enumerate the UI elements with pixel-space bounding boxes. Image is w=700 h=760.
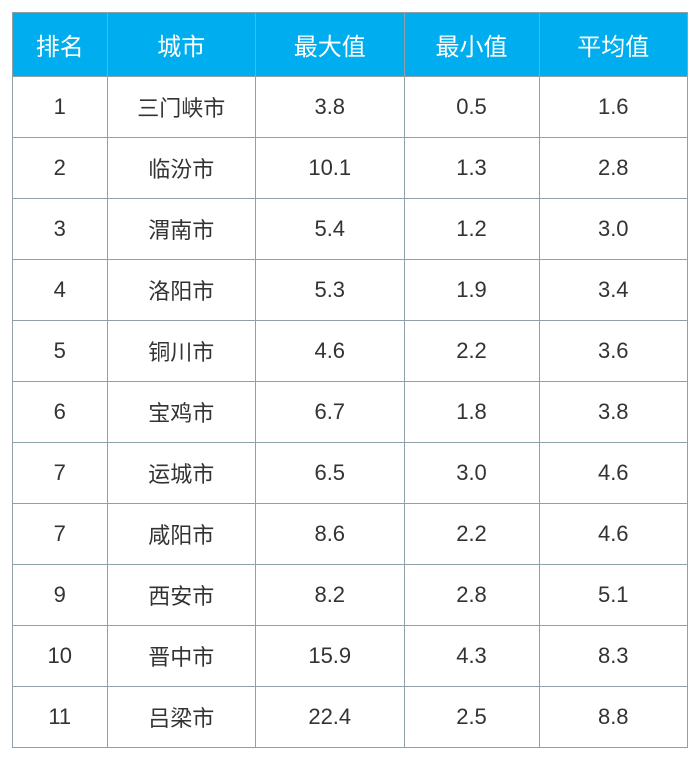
cell-min: 1.9 bbox=[404, 260, 539, 321]
cell-avg: 2.8 bbox=[539, 138, 688, 199]
cell-city: 三门峡市 bbox=[107, 77, 256, 138]
cell-rank: 10 bbox=[13, 626, 108, 687]
cell-avg: 1.6 bbox=[539, 77, 688, 138]
cell-city: 运城市 bbox=[107, 443, 256, 504]
cell-min: 2.5 bbox=[404, 687, 539, 748]
cell-max: 15.9 bbox=[256, 626, 405, 687]
cell-rank: 3 bbox=[13, 199, 108, 260]
cell-max: 5.3 bbox=[256, 260, 405, 321]
cell-rank: 7 bbox=[13, 504, 108, 565]
cell-city: 咸阳市 bbox=[107, 504, 256, 565]
cell-rank: 1 bbox=[13, 77, 108, 138]
cell-city: 西安市 bbox=[107, 565, 256, 626]
table-header-row: 排名 城市 最大值 最小值 平均值 bbox=[13, 13, 688, 77]
table-row: 1三门峡市3.80.51.6 bbox=[13, 77, 688, 138]
cell-rank: 7 bbox=[13, 443, 108, 504]
city-stats-table: 排名 城市 最大值 最小值 平均值 1三门峡市3.80.51.62临汾市10.1… bbox=[12, 12, 688, 748]
cell-rank: 4 bbox=[13, 260, 108, 321]
cell-city: 宝鸡市 bbox=[107, 382, 256, 443]
cell-avg: 3.6 bbox=[539, 321, 688, 382]
col-header-avg: 平均值 bbox=[539, 13, 688, 77]
cell-min: 1.3 bbox=[404, 138, 539, 199]
col-header-city: 城市 bbox=[107, 13, 256, 77]
cell-min: 1.8 bbox=[404, 382, 539, 443]
cell-city: 临汾市 bbox=[107, 138, 256, 199]
table-row: 6宝鸡市6.71.83.8 bbox=[13, 382, 688, 443]
cell-max: 8.6 bbox=[256, 504, 405, 565]
cell-min: 2.2 bbox=[404, 504, 539, 565]
cell-min: 4.3 bbox=[404, 626, 539, 687]
cell-rank: 11 bbox=[13, 687, 108, 748]
cell-max: 22.4 bbox=[256, 687, 405, 748]
table-row: 7运城市6.53.04.6 bbox=[13, 443, 688, 504]
cell-avg: 8.8 bbox=[539, 687, 688, 748]
table-row: 2临汾市10.11.32.8 bbox=[13, 138, 688, 199]
cell-min: 1.2 bbox=[404, 199, 539, 260]
table-row: 9西安市8.22.85.1 bbox=[13, 565, 688, 626]
cell-avg: 3.8 bbox=[539, 382, 688, 443]
cell-avg: 5.1 bbox=[539, 565, 688, 626]
cell-rank: 6 bbox=[13, 382, 108, 443]
cell-city: 渭南市 bbox=[107, 199, 256, 260]
table-row: 3渭南市5.41.23.0 bbox=[13, 199, 688, 260]
table-row: 11吕梁市22.42.58.8 bbox=[13, 687, 688, 748]
cell-min: 3.0 bbox=[404, 443, 539, 504]
cell-city: 洛阳市 bbox=[107, 260, 256, 321]
table-body: 1三门峡市3.80.51.62临汾市10.11.32.83渭南市5.41.23.… bbox=[13, 77, 688, 748]
cell-max: 4.6 bbox=[256, 321, 405, 382]
col-header-rank: 排名 bbox=[13, 13, 108, 77]
cell-avg: 8.3 bbox=[539, 626, 688, 687]
cell-max: 10.1 bbox=[256, 138, 405, 199]
cell-city: 晋中市 bbox=[107, 626, 256, 687]
table-row: 7咸阳市8.62.24.6 bbox=[13, 504, 688, 565]
cell-rank: 9 bbox=[13, 565, 108, 626]
cell-min: 0.5 bbox=[404, 77, 539, 138]
cell-avg: 4.6 bbox=[539, 504, 688, 565]
cell-max: 6.5 bbox=[256, 443, 405, 504]
cell-avg: 3.0 bbox=[539, 199, 688, 260]
cell-rank: 5 bbox=[13, 321, 108, 382]
cell-city: 铜川市 bbox=[107, 321, 256, 382]
col-header-max: 最大值 bbox=[256, 13, 405, 77]
cell-avg: 4.6 bbox=[539, 443, 688, 504]
cell-rank: 2 bbox=[13, 138, 108, 199]
table-row: 5铜川市4.62.23.6 bbox=[13, 321, 688, 382]
cell-max: 5.4 bbox=[256, 199, 405, 260]
col-header-min: 最小值 bbox=[404, 13, 539, 77]
table-row: 10晋中市15.94.38.3 bbox=[13, 626, 688, 687]
cell-max: 3.8 bbox=[256, 77, 405, 138]
table-row: 4洛阳市5.31.93.4 bbox=[13, 260, 688, 321]
cell-max: 8.2 bbox=[256, 565, 405, 626]
cell-max: 6.7 bbox=[256, 382, 405, 443]
cell-min: 2.2 bbox=[404, 321, 539, 382]
cell-min: 2.8 bbox=[404, 565, 539, 626]
cell-city: 吕梁市 bbox=[107, 687, 256, 748]
cell-avg: 3.4 bbox=[539, 260, 688, 321]
